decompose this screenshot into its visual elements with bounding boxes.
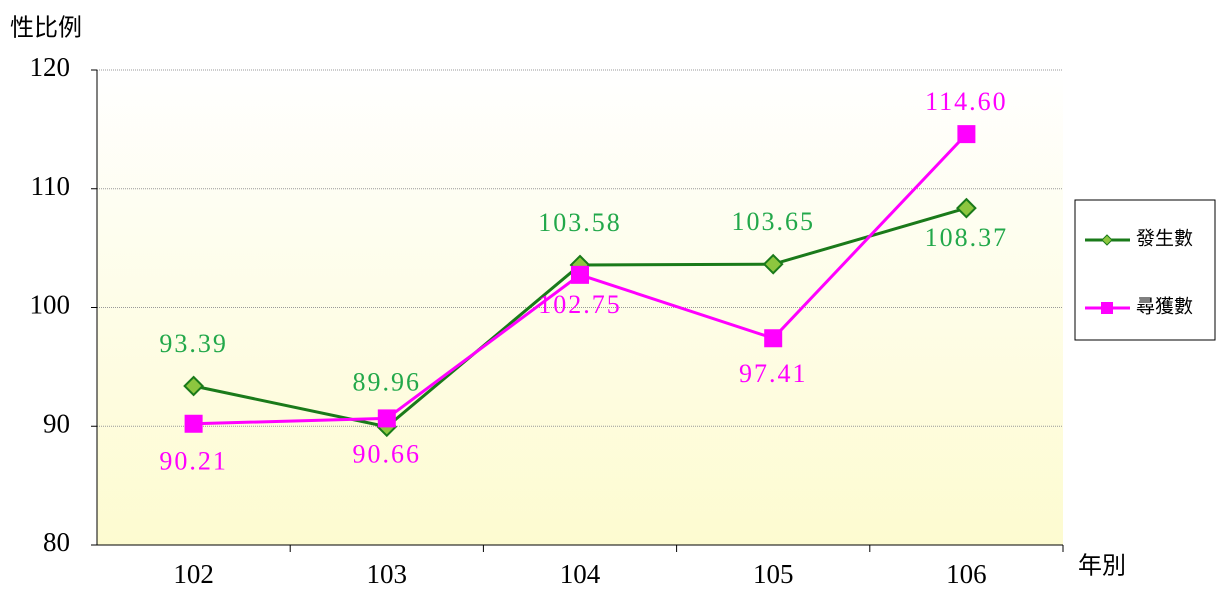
y-tick-label: 80 <box>43 527 70 557</box>
marker <box>184 414 203 433</box>
data-label: 102.75 <box>538 290 622 319</box>
data-label: 89.96 <box>353 368 422 397</box>
data-label: 93.39 <box>159 329 228 358</box>
x-tick-label: 102 <box>173 559 214 589</box>
data-label: 114.60 <box>925 87 1008 116</box>
x-tick-label: 105 <box>753 559 794 589</box>
data-label: 90.66 <box>353 439 422 468</box>
marker <box>183 375 205 397</box>
data-label: 103.58 <box>538 208 622 237</box>
y-tick-label: 120 <box>30 52 71 82</box>
data-label: 103.65 <box>731 207 815 236</box>
legend-box <box>1074 199 1216 341</box>
marker <box>762 253 784 275</box>
marker <box>377 409 396 428</box>
x-tick-label: 104 <box>560 559 601 589</box>
legend-label: 尋獲數 <box>1136 295 1193 317</box>
marker <box>955 197 977 219</box>
legend-label: 發生數 <box>1136 227 1193 249</box>
y-tick-label: 90 <box>43 408 70 438</box>
data-label: 97.41 <box>739 359 808 388</box>
x-axis-label: 年別 <box>1078 553 1126 580</box>
data-label: 108.37 <box>925 223 1009 252</box>
legend-marker <box>1101 302 1113 314</box>
y-tick-label: 100 <box>30 290 71 320</box>
x-tick-label: 106 <box>946 559 987 589</box>
marker <box>764 329 783 348</box>
legend-marker <box>1101 234 1113 246</box>
y-axis-label: 性比例 <box>10 15 82 42</box>
y-tick-label: 110 <box>31 171 71 201</box>
x-tick-label: 103 <box>367 559 408 589</box>
data-label: 90.21 <box>159 447 228 476</box>
marker <box>957 125 976 144</box>
marker <box>571 265 589 284</box>
